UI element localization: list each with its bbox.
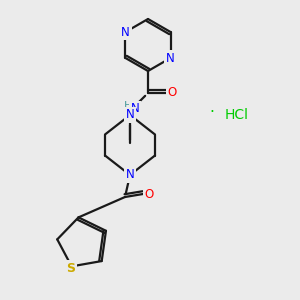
Text: N: N [126,169,134,182]
Text: N: N [166,52,175,64]
Text: H: H [124,101,132,111]
Text: N: N [126,109,134,122]
Text: ·: · [210,106,214,121]
Text: N: N [130,103,140,116]
Text: S: S [66,262,75,275]
Text: N: N [121,26,130,38]
Text: O: O [167,86,177,100]
Text: O: O [144,188,154,200]
Text: HCl: HCl [225,108,249,122]
